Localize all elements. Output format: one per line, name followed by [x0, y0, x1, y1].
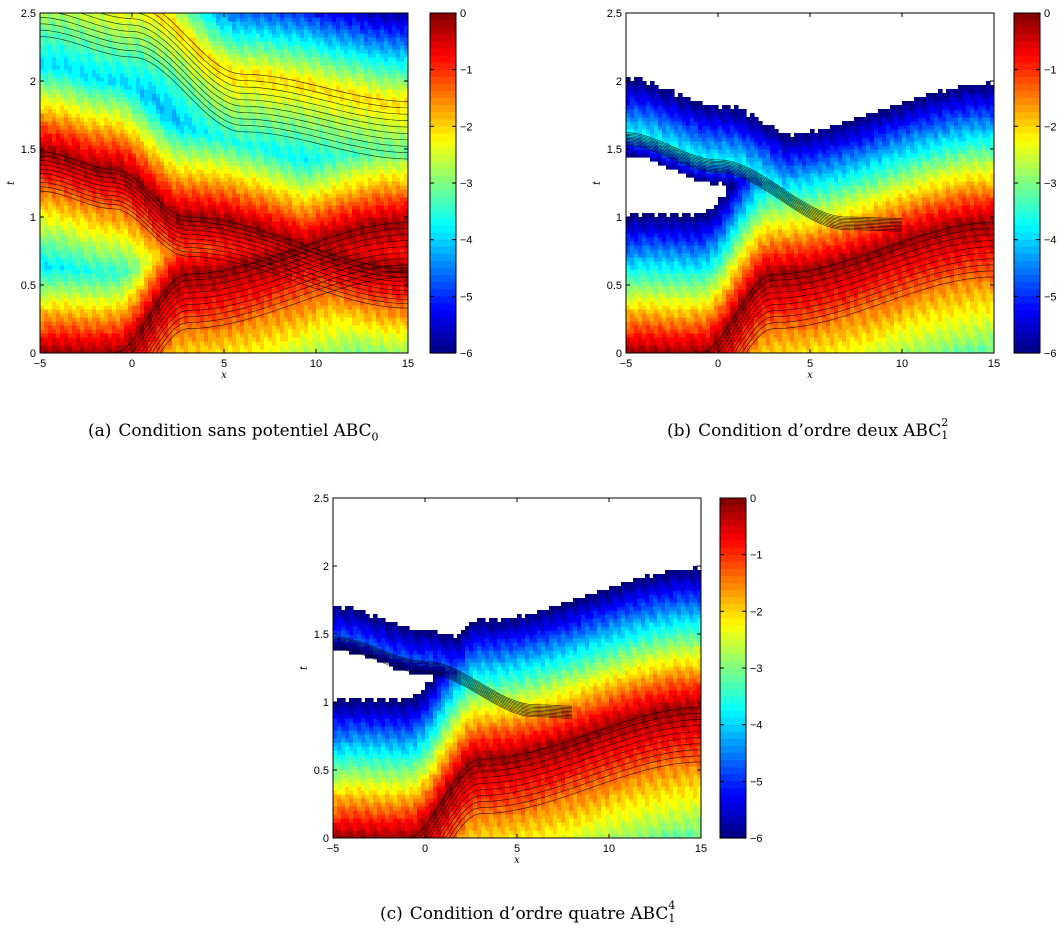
contour-lines — [40, 13, 408, 353]
x-tick-label: −5 — [620, 358, 633, 370]
x-tick-label: −5 — [327, 843, 340, 855]
y-tick-label: 0.5 — [607, 280, 622, 292]
colorbar-tick-label: 0 — [460, 8, 466, 20]
colorbar-tick-label: −3 — [750, 663, 763, 675]
colorbar-tick-label: 0 — [750, 493, 756, 505]
caption-a-sub: 0 — [371, 430, 379, 444]
colorbar-tick-label: −2 — [750, 606, 763, 618]
caption-b-abc: ABC — [903, 421, 942, 441]
colorbar-tick-label: −6 — [750, 833, 763, 845]
x-tick-label: 0 — [422, 843, 428, 855]
x-tick-label: 5 — [514, 843, 520, 855]
colorbar: 0 −1 −2 −3 −4 −5 −6 — [719, 493, 763, 845]
colorbar-tick-label: −3 — [460, 178, 473, 190]
x-tick-label: 15 — [695, 843, 707, 855]
caption-a-text: Condition sans potentiel — [118, 421, 329, 441]
x-tick-label: 10 — [310, 358, 322, 370]
y-tick-label: 1.5 — [607, 144, 622, 156]
caption-b: (b) Condition d’ordre deux ABC 2 1 — [667, 416, 950, 442]
y-tick-label: 0.5 — [21, 280, 36, 292]
colorbar-tick-label: −1 — [1044, 65, 1057, 77]
caption-c-sub: 1 — [668, 912, 676, 925]
caption-c-label: (c) — [380, 904, 403, 924]
y-tick-label: 2.5 — [21, 8, 36, 20]
colorbar-tick-label: −6 — [1044, 348, 1057, 360]
colorbar: 0 −1 −2 −3 −4 −5 −6 — [429, 8, 473, 360]
contour-field — [626, 77, 994, 353]
colorbar-tick-label: −1 — [750, 550, 763, 562]
colorbar-tick-label: −1 — [460, 65, 473, 77]
colorbar-tick-label: −4 — [1044, 235, 1057, 247]
y-tick-label: 2.5 — [314, 493, 329, 505]
y-tick-label: 1 — [30, 212, 36, 224]
caption-a-label: (a) — [88, 421, 112, 441]
caption-c-abc: ABC — [630, 904, 669, 924]
colorbar-tick-label: −5 — [750, 776, 763, 788]
colorbar-tick-label: 0 — [1044, 8, 1050, 20]
y-tick-label: 2 — [323, 561, 329, 573]
colorbar-tick-label: −2 — [1044, 121, 1057, 133]
caption-b-label: (b) — [667, 421, 692, 441]
x-tick-label: 0 — [129, 358, 135, 370]
caption-b-sup: 2 — [941, 416, 949, 429]
caption-a: (a) Condition sans potentiel ABC0 — [88, 421, 379, 443]
x-tick-label: 15 — [988, 358, 1000, 370]
y-tick-label: 0 — [30, 348, 36, 360]
colorbar-tick-label: −2 — [460, 121, 473, 133]
y-tick-label: 0 — [323, 833, 329, 845]
y-tick-label: 1 — [323, 697, 329, 709]
y-axis-label: t — [592, 180, 603, 185]
contour-field — [333, 566, 701, 838]
colorbar-tick-label: −5 — [460, 291, 473, 303]
y-tick-label: 2 — [30, 76, 36, 88]
y-tick-label: 2.5 — [607, 8, 622, 20]
caption-c-sup: 4 — [668, 899, 676, 912]
y-axis-label: t — [6, 180, 17, 185]
y-tick-label: 0 — [616, 348, 622, 360]
y-tick-label: 1.5 — [21, 144, 36, 156]
x-axis-label: x — [221, 370, 227, 381]
colorbar: 0 −1 −2 −3 −4 −5 −6 — [1013, 8, 1057, 360]
contour-lines — [333, 636, 701, 838]
colorbar-tick-label: −5 — [1044, 291, 1057, 303]
x-tick-label: 5 — [807, 358, 813, 370]
x-tick-label: 10 — [896, 358, 908, 370]
x-axis-label: x — [514, 855, 520, 866]
contour-field — [40, 13, 408, 353]
y-axis-label: t — [299, 665, 310, 670]
colorbar-tick-label: −6 — [460, 348, 473, 360]
contour-lines — [626, 132, 994, 353]
y-tick-label: 1.5 — [314, 629, 329, 641]
caption-c-text: Condition d’ordre quatre — [409, 904, 626, 924]
colorbar-tick-label: −4 — [460, 235, 473, 247]
x-tick-label: 10 — [603, 843, 615, 855]
x-tick-label: −5 — [34, 358, 47, 370]
x-tick-label: 5 — [221, 358, 227, 370]
caption-b-text: Condition d’ordre deux — [698, 421, 899, 441]
colorbar-tick-label: −4 — [750, 720, 763, 732]
y-tick-label: 2 — [616, 76, 622, 88]
x-tick-label: 15 — [402, 358, 414, 370]
y-tick-label: 0.5 — [314, 765, 329, 777]
x-tick-label: 0 — [715, 358, 721, 370]
caption-a-abc: ABC — [333, 421, 372, 441]
caption-c: (c) Condition d’ordre quatre ABC 4 1 — [380, 899, 677, 925]
caption-b-sub: 1 — [941, 429, 949, 442]
y-tick-label: 1 — [616, 212, 622, 224]
x-axis-label: x — [807, 370, 813, 381]
colorbar-tick-label: −3 — [1044, 178, 1057, 190]
